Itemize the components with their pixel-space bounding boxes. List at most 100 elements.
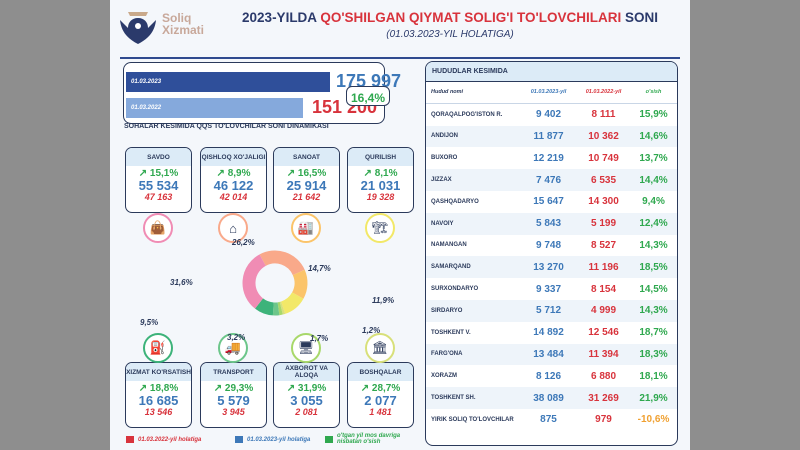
logo-text: Soliq Xizmati [162,11,205,37]
sector-share-label: 9,5% [140,318,159,327]
value-2023: 11 877 [533,130,564,142]
sector-2023: 5 579 [217,393,250,408]
table-row: TOSHKENT V. 14 892 12 546 18,7% [426,322,677,344]
sector-donut-chart [242,250,308,316]
trend-up-icon: ↗ [286,168,298,179]
sector-2022: 1 481 [369,407,392,417]
sector-card: QISHLOQ XO'JALIGI ↗ 8,9% 46 122 42 014 [200,147,267,213]
growth-badge: 16,4% [346,86,390,106]
growth: 14,3% [639,305,668,317]
sector-growth: ↗ 28,7% [360,383,401,394]
legend-2022: 01.03.2022-yil holatiga [126,436,201,443]
sector-growth: ↗ 15,1% [138,168,179,179]
region-name: Hudud nomi [431,89,464,96]
table-row: SIRDARYO 5 712 4 999 14,3% [426,299,677,322]
growth: 14,5% [639,283,668,295]
growth: 12,4% [639,218,668,230]
donut-segment [277,301,283,316]
table-row: YIRIK SOLIQ TO'LOVCHILAR 875 979 -10,6% [426,409,677,431]
value-2022: 6 535 [590,174,617,186]
bar-2022: 01.03.2022 [126,98,303,118]
sector-name: SANOAT [274,148,339,166]
sector-share-label: 1,2% [362,326,381,335]
bar-2023: 01.03.2023 [126,72,330,92]
value-2022: 12 546 [588,327,619,339]
table-header: Hudud nomi 01.03.2023-yil 01.03.2022-yil o'… [426,82,677,104]
shopping-bag-icon: 👜 [143,213,173,243]
value-2022: 10 362 [588,130,619,142]
sector-share-label: 26,2% [232,238,255,247]
sector-card: SAVDO ↗ 15,1% 55 534 47 163 [125,147,192,213]
sector-growth: ↗ 16,5% [286,168,327,179]
table-row: QORAQALPOG'ISTON R. 9 402 8 111 15,9% [426,104,677,126]
eagle-logo-icon [120,12,156,44]
trend-up-icon: ↗ [216,168,228,179]
growth: 18,1% [639,370,668,382]
region-name: JIZZAX [431,177,452,184]
region-name: QORAQALPOG'ISTON R. [431,111,503,118]
greenhouse-icon: ⌂ [218,213,248,243]
legend-growth: o'tgan yil mos davriga nisbatan o'sish [325,433,412,445]
sector-card: TRANSPORT ↗ 29,3% 5 579 3 945 [200,362,267,428]
table-row: XORAZM 8 126 6 880 18,1% [426,365,677,387]
legend-2023: 01.03.2023-yil holatiga [235,436,310,443]
sector-name: BOSHQALAR [348,363,413,381]
value-2023: 01.03.2023-yil [530,89,567,96]
value-2022: 11 196 [588,261,619,273]
sector-2023: 46 122 [213,178,254,193]
sector-name: SAVDO [126,148,191,166]
crane-icon: 🏗 [365,213,395,243]
truck-icon: 🚚 [218,333,248,363]
page-title: 2023-YILDA QO'SHILGAN QIYMAT SOLIG'I TO'… [242,10,658,25]
regions-table: HUDUDLAR KESIMIDA Hudud nomi 01.03.2023-y… [425,61,678,446]
value-2022: 8 527 [590,239,617,251]
sector-share-label: 3,2% [227,333,246,342]
donut-segment [255,298,275,316]
donut-segment [279,301,286,315]
value-2023: 5 843 [535,218,562,230]
value-2023: 5 712 [535,305,562,317]
sector-share-label: 11,9% [372,296,395,305]
sector-share-label: 1,7% [310,334,329,343]
sector-name: AXBOROT VA ALOQA [274,363,339,381]
value-2022: 31 269 [588,392,619,404]
value-2023: 875 [540,414,557,426]
table-row: FARG'ONA 13 484 11 394 18,3% [426,343,677,366]
value-2022: 8 154 [590,283,617,295]
region-name: TOSHKENT V. [431,329,471,336]
growth: 14,4% [639,174,668,186]
table-row: SURXONDARYO 9 337 8 154 14,5% [426,278,677,300]
growth: 15,9% [639,109,668,121]
value-2022: 11 394 [588,348,619,360]
sector-2023: 21 031 [360,178,401,193]
value-2022: 14 300 [588,196,619,208]
sector-2023: 25 914 [286,178,327,193]
table-row: NAMANGAN 9 748 8 527 14,3% [426,235,677,257]
table-row: ANDIJON 11 877 10 362 14,6% [426,125,677,148]
sector-card: XIZMAT KO'RSATISH ↗ 18,8% 16 685 13 546 [125,362,192,428]
trend-up-icon: ↗ [286,383,298,394]
sector-2022: 19 328 [366,192,395,202]
table-row: NAVOIY 5 843 5 199 12,4% [426,212,677,235]
region-name: SURXONDARYO [431,286,479,293]
page-subtitle: (01.03.2023-YIL HOLATIGA) [386,29,514,40]
building-icon: 🏛 [365,333,395,363]
value-2022: 8 111 [591,109,616,121]
donut-segment [242,254,267,309]
value-2023: 9 337 [535,283,562,295]
value-2023: 13 484 [533,348,564,360]
sector-2022: 42 014 [219,192,248,202]
sector-card: QURILISH ↗ 8,1% 21 031 19 328 [347,147,414,213]
region-name: TOSHKENT SH. [431,395,476,402]
region-name: SIRDARYO [431,307,463,314]
value-2022: 01.03.2022-yil [585,89,622,96]
region-name: ANDIJON [431,133,459,140]
region-name: YIRIK SOLIQ TO'LOVCHILAR [431,416,514,423]
value-2022: 5 199 [590,218,617,230]
sector-2022: 2 081 [295,407,318,417]
table-row: BUXORO 12 219 10 749 13,7% [426,147,677,169]
sector-2023: 55 534 [138,178,179,193]
growth: -10,6% [637,414,670,426]
region-name: NAMANGAN [431,242,467,249]
growth: 18,3% [639,348,668,360]
